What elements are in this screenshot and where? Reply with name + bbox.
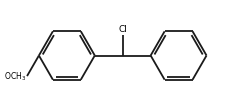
Text: OCH$_3$: OCH$_3$: [4, 70, 26, 83]
Text: Cl: Cl: [118, 25, 127, 34]
